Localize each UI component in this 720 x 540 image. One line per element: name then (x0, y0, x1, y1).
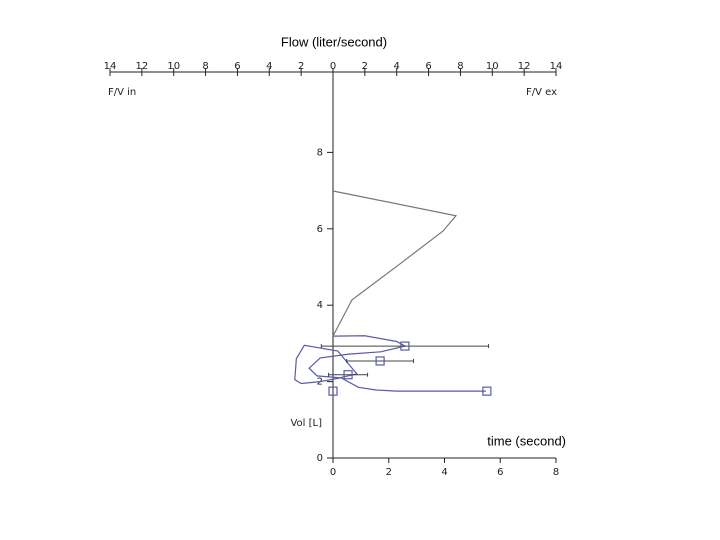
time-tick-label: 4 (441, 467, 447, 478)
flow-tick-label: 8 (202, 61, 208, 72)
flow-tick-label: 14 (104, 61, 117, 72)
flow-tick-label: 12 (518, 61, 531, 72)
flow-tick-label: 0 (330, 61, 336, 72)
time-tick-label: 2 (386, 467, 392, 478)
time-tick-label: 6 (497, 467, 503, 478)
flow-tick-label: 4 (266, 61, 272, 72)
time-marker (343, 370, 353, 380)
flow-tick-label: 2 (298, 61, 304, 72)
time-marker (375, 356, 385, 366)
y-axis-label: Vol [L] (290, 418, 322, 429)
flow-tick-label: 4 (394, 61, 400, 72)
flow-volume-curve (332, 190, 458, 337)
flow-volume-curve (294, 335, 486, 392)
flow-tick-label: 6 (425, 61, 431, 72)
y-tick-label: 8 (317, 147, 323, 158)
time-tick-label: 8 (553, 467, 559, 478)
flow-tick-label: 14 (550, 61, 563, 72)
flow-tick-label: 10 (486, 61, 499, 72)
flow-tick-label: 6 (234, 61, 240, 72)
flow-tick-label: 2 (362, 61, 368, 72)
y-tick-label: 6 (317, 224, 323, 235)
time-marker (328, 386, 338, 396)
time-axis-label: time (second) (487, 433, 566, 448)
flow-tick-label: 8 (457, 61, 463, 72)
flow-in-label: F/V in (108, 87, 136, 98)
time-marker (400, 341, 410, 351)
time-tick-label: 0 (330, 467, 336, 478)
flow-tick-label: 10 (167, 61, 180, 72)
flow-ex-label: F/V ex (526, 87, 557, 98)
flow-tick-label: 12 (135, 61, 148, 72)
y-tick-label: 4 (317, 300, 323, 311)
time-marker (482, 386, 492, 396)
chart-title: Flow (liter/second) (281, 34, 387, 49)
y-tick-label: 0 (317, 453, 323, 464)
